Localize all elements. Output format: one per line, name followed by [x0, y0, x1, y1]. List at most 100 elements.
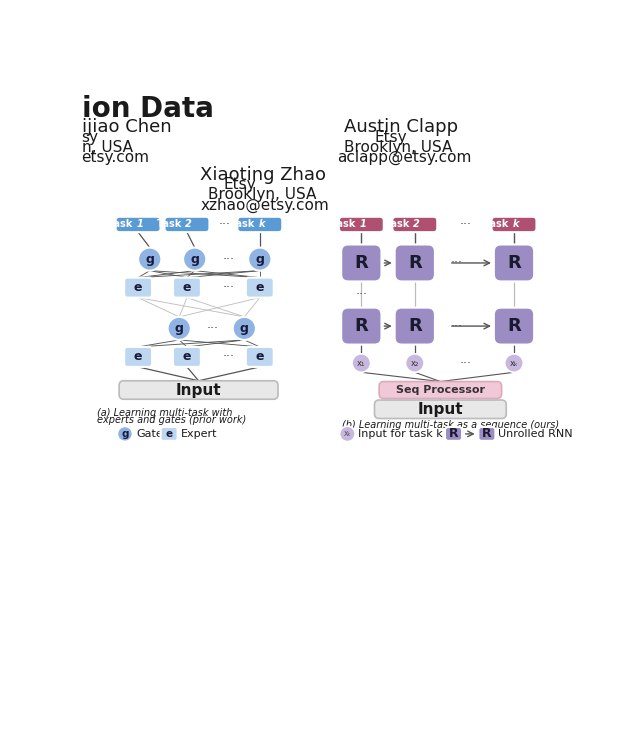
Text: ···: ···	[460, 218, 472, 231]
Circle shape	[183, 247, 206, 271]
Text: k: k	[259, 219, 265, 229]
Text: 2: 2	[413, 219, 420, 229]
Text: R: R	[355, 254, 368, 272]
Text: e: e	[182, 281, 191, 294]
Text: Brooklyn, USA: Brooklyn, USA	[344, 139, 452, 155]
Text: Etsy: Etsy	[223, 177, 256, 192]
Circle shape	[406, 354, 424, 372]
FancyBboxPatch shape	[164, 216, 209, 232]
Text: ···: ···	[207, 322, 218, 335]
Circle shape	[248, 247, 271, 271]
Text: sy: sy	[81, 130, 99, 145]
Circle shape	[505, 354, 524, 372]
Text: g: g	[121, 429, 129, 439]
Text: R: R	[482, 428, 492, 440]
Text: ijiao Chen: ijiao Chen	[81, 118, 171, 136]
FancyBboxPatch shape	[116, 216, 161, 232]
Text: Task: Task	[484, 219, 511, 229]
Text: R: R	[408, 317, 422, 335]
Text: xₖ: xₖ	[509, 359, 518, 367]
Text: 1: 1	[360, 219, 367, 229]
Text: aclapp@etsy.com: aclapp@etsy.com	[337, 150, 472, 165]
Text: e: e	[255, 351, 264, 363]
FancyBboxPatch shape	[492, 216, 536, 232]
Circle shape	[352, 354, 371, 372]
Circle shape	[340, 426, 355, 442]
Text: g: g	[190, 253, 199, 265]
Text: ···: ···	[451, 256, 463, 269]
Text: Input: Input	[417, 402, 463, 417]
Text: Task: Task	[108, 219, 136, 229]
Text: ···: ···	[219, 218, 231, 231]
Text: R: R	[449, 428, 458, 440]
Circle shape	[138, 247, 161, 271]
Circle shape	[117, 426, 132, 442]
Text: xzhao@etsy.com: xzhao@etsy.com	[200, 198, 329, 213]
Text: etsy.com: etsy.com	[81, 150, 150, 165]
FancyBboxPatch shape	[494, 308, 534, 345]
FancyBboxPatch shape	[161, 427, 178, 441]
Text: ···: ···	[451, 320, 463, 333]
Text: Task: Task	[332, 219, 359, 229]
Text: ···: ···	[460, 357, 472, 369]
FancyBboxPatch shape	[478, 427, 495, 441]
Text: 2: 2	[186, 219, 192, 229]
Text: Austin Clapp: Austin Clapp	[344, 118, 458, 136]
Text: e: e	[182, 351, 191, 363]
FancyBboxPatch shape	[173, 277, 201, 298]
Text: Task: Task	[385, 219, 412, 229]
Text: (b) Learning multi-task as a sequence (ours): (b) Learning multi-task as a sequence (o…	[342, 420, 559, 430]
FancyBboxPatch shape	[339, 216, 384, 232]
Text: xₖ: xₖ	[344, 429, 351, 438]
Text: g: g	[255, 253, 264, 265]
FancyBboxPatch shape	[119, 381, 278, 400]
Text: R: R	[507, 317, 521, 335]
Text: R: R	[355, 317, 368, 335]
Text: Task: Task	[230, 219, 257, 229]
Text: ion Data: ion Data	[81, 95, 213, 123]
FancyBboxPatch shape	[445, 427, 462, 441]
Text: R: R	[408, 254, 422, 272]
Text: Brooklyn, USA: Brooklyn, USA	[208, 188, 316, 203]
FancyBboxPatch shape	[379, 382, 502, 398]
FancyBboxPatch shape	[237, 216, 282, 232]
FancyBboxPatch shape	[173, 347, 201, 367]
FancyBboxPatch shape	[374, 400, 506, 418]
Text: e: e	[166, 429, 173, 439]
FancyBboxPatch shape	[395, 244, 435, 281]
Text: Task: Task	[157, 219, 184, 229]
Text: ···: ···	[223, 253, 235, 265]
Text: Etsy: Etsy	[374, 130, 407, 145]
Text: 1: 1	[136, 219, 143, 229]
Text: g: g	[145, 253, 154, 265]
Circle shape	[168, 317, 191, 340]
FancyBboxPatch shape	[395, 308, 435, 345]
Text: R: R	[507, 254, 521, 272]
Text: g: g	[240, 322, 249, 335]
Text: k: k	[513, 219, 519, 229]
Text: x₁: x₁	[357, 359, 365, 367]
FancyBboxPatch shape	[341, 244, 381, 281]
Text: n, USA: n, USA	[81, 139, 132, 155]
Text: Unrolled RNN: Unrolled RNN	[499, 429, 573, 439]
Text: g: g	[175, 322, 184, 335]
Text: (a) Learning multi-task with: (a) Learning multi-task with	[97, 408, 232, 418]
Text: Gate: Gate	[136, 429, 163, 439]
Text: ···: ···	[355, 288, 367, 301]
Text: ···: ···	[223, 281, 235, 294]
FancyBboxPatch shape	[392, 216, 437, 232]
FancyBboxPatch shape	[341, 308, 381, 345]
Text: Input for task k: Input for task k	[358, 429, 443, 439]
FancyBboxPatch shape	[494, 244, 534, 281]
Text: Seq Processor: Seq Processor	[396, 385, 485, 395]
Text: e: e	[255, 281, 264, 294]
Text: experts and gates (prior work): experts and gates (prior work)	[97, 415, 246, 425]
Text: e: e	[134, 281, 142, 294]
Circle shape	[233, 317, 256, 340]
Text: Input: Input	[176, 382, 221, 397]
Text: Expert: Expert	[180, 429, 217, 439]
FancyBboxPatch shape	[124, 347, 152, 367]
Text: x₂: x₂	[411, 359, 419, 367]
FancyBboxPatch shape	[246, 347, 274, 367]
FancyBboxPatch shape	[124, 277, 152, 298]
